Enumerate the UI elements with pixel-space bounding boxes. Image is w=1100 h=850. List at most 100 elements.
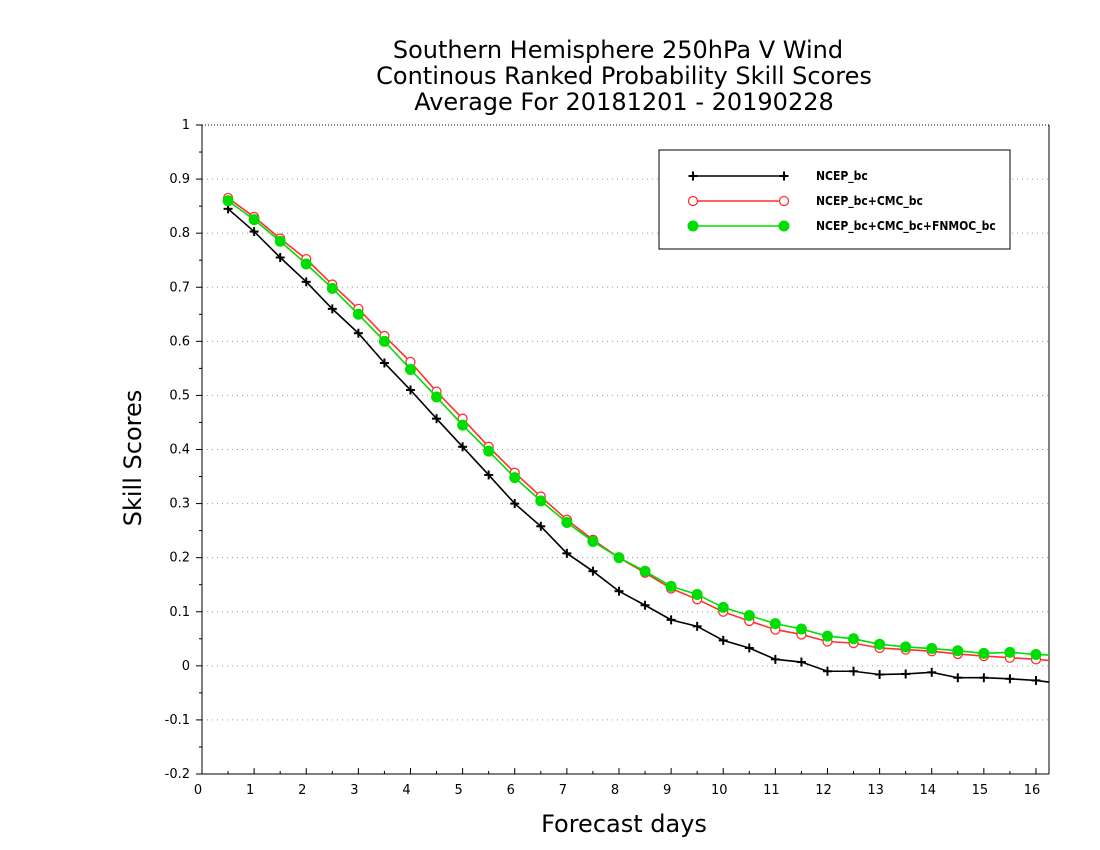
point-s0-16 <box>640 600 650 610</box>
point-s2-20 <box>743 610 755 622</box>
series-line-0 <box>227 208 1050 683</box>
x-tick-label-15: 15 <box>972 783 989 798</box>
series-1 <box>222 192 1050 665</box>
x-tick-label-10: 10 <box>711 783 728 798</box>
legend-box <box>658 149 1011 250</box>
title-line-2: Continous Ranked Probability Skill Score… <box>376 62 872 90</box>
point-s0-15 <box>614 586 624 596</box>
y-tick-label-4: 0.2 <box>169 551 190 566</box>
point-s2-18 <box>691 588 703 600</box>
y-axis-ticks: -0.2 -0.1 0 0.1 0.2 0.3 0.4 0.5 0.6 0.7 0.8 0.9 1 <box>165 118 202 782</box>
series-line-2 <box>227 200 1050 656</box>
legend-item-2: NCEP_bc+CMC_bc+FNMOC_bc <box>687 219 996 234</box>
legend-item-0: NCEP_bc <box>688 169 868 184</box>
y-tick-label-1: -0.1 <box>165 713 190 728</box>
point-s2-5 <box>352 308 364 320</box>
point-s0-9 <box>458 442 468 452</box>
point-s0-27 <box>927 667 937 677</box>
point-s2-9 <box>457 419 469 431</box>
point-s2-14 <box>587 535 599 547</box>
y-tick-label-10: 0.8 <box>169 226 190 241</box>
point-s2-2 <box>274 235 286 247</box>
point-s2-17 <box>665 580 677 592</box>
point-s0-31 <box>1031 675 1041 685</box>
point-s0-10 <box>484 470 494 480</box>
y-tick-label-6: 0.4 <box>169 443 190 458</box>
point-s2-13 <box>561 517 573 529</box>
point-s0-1 <box>249 227 259 237</box>
point-s0-30 <box>1005 674 1015 684</box>
x-tick-label-7: 7 <box>559 783 567 798</box>
x-tick-label-2: 2 <box>298 783 306 798</box>
point-s2-7 <box>404 363 416 375</box>
legend-label-0: NCEP_bc <box>816 169 868 184</box>
series-2 <box>222 195 1050 660</box>
point-s0-4 <box>327 304 337 314</box>
point-s2-23 <box>821 630 833 642</box>
y-tick-label-7: 0.5 <box>169 388 190 403</box>
point-s0-14 <box>588 566 598 576</box>
x-tick-label-14: 14 <box>919 783 936 798</box>
point-s0-26 <box>901 669 911 679</box>
x-tick-label-5: 5 <box>454 783 462 798</box>
point-s2-28 <box>952 645 964 657</box>
point-s2-1 <box>248 214 260 226</box>
x-tick-label-16: 16 <box>1024 783 1041 798</box>
y-axis-label: Skill Scores <box>119 390 147 527</box>
legend-marker-start-2 <box>687 220 699 232</box>
point-s0-19 <box>718 635 728 645</box>
series-line-1 <box>227 197 1050 662</box>
legend: NCEP_bc NCEP_bc+CMC_bc NCEP_bc+CMC_bc+FNMO… <box>658 149 1011 250</box>
point-s0-21 <box>770 654 780 664</box>
point-s0-5 <box>353 328 363 338</box>
y-tick-label-5: 0.3 <box>169 497 190 512</box>
point-s2-21 <box>769 618 781 630</box>
x-tick-label-13: 13 <box>867 783 884 798</box>
x-tick-label-9: 9 <box>663 783 671 798</box>
point-s0-11 <box>510 499 520 509</box>
x-tick-label-0: 0 <box>194 783 202 798</box>
point-s0-22 <box>796 657 806 667</box>
point-s0-24 <box>849 666 859 676</box>
x-tick-label-8: 8 <box>611 783 619 798</box>
y-tick-label-12: 1 <box>182 118 190 133</box>
point-s2-6 <box>378 335 390 347</box>
point-s0-17 <box>666 615 676 625</box>
x-tick-label-1: 1 <box>246 783 254 798</box>
point-s2-25 <box>874 638 886 650</box>
point-s0-20 <box>744 643 754 653</box>
point-s2-10 <box>483 445 495 457</box>
point-s2-24 <box>848 633 860 645</box>
point-s0-25 <box>875 669 885 679</box>
legend-marker-end-1 <box>778 195 790 207</box>
point-s0-6 <box>379 358 389 368</box>
point-s2-30 <box>1004 646 1016 658</box>
y-tick-label-3: 0.1 <box>169 605 190 620</box>
point-s2-16 <box>639 565 651 577</box>
point-s2-22 <box>795 623 807 635</box>
series-0 <box>223 204 1050 685</box>
point-s0-3 <box>301 277 311 287</box>
legend-marker-end-0 <box>779 171 789 181</box>
point-s2-19 <box>717 601 729 613</box>
point-s0-2 <box>275 253 285 263</box>
point-s2-27 <box>926 643 938 655</box>
point-s0-13 <box>562 548 572 558</box>
point-s0-7 <box>405 385 415 395</box>
point-s2-15 <box>613 552 625 564</box>
point-s0-23 <box>822 666 832 676</box>
point-s0-8 <box>432 414 442 424</box>
point-s2-12 <box>535 495 547 507</box>
y-tick-label-2: 0 <box>182 659 190 674</box>
x-tick-label-3: 3 <box>350 783 358 798</box>
y-tick-label-9: 0.7 <box>169 280 190 295</box>
x-tick-label-12: 12 <box>815 783 832 798</box>
y-tick-label-11: 0.9 <box>169 172 190 187</box>
point-s0-28 <box>953 673 963 683</box>
data-series <box>222 192 1050 685</box>
legend-label-1: NCEP_bc+CMC_bc <box>816 194 923 209</box>
point-s2-11 <box>509 472 521 484</box>
point-s2-31 <box>1030 648 1042 660</box>
x-axis-ticks: 0 1 2 3 4 5 6 7 8 9 10 11 12 13 14 15 16 <box>194 768 1040 798</box>
